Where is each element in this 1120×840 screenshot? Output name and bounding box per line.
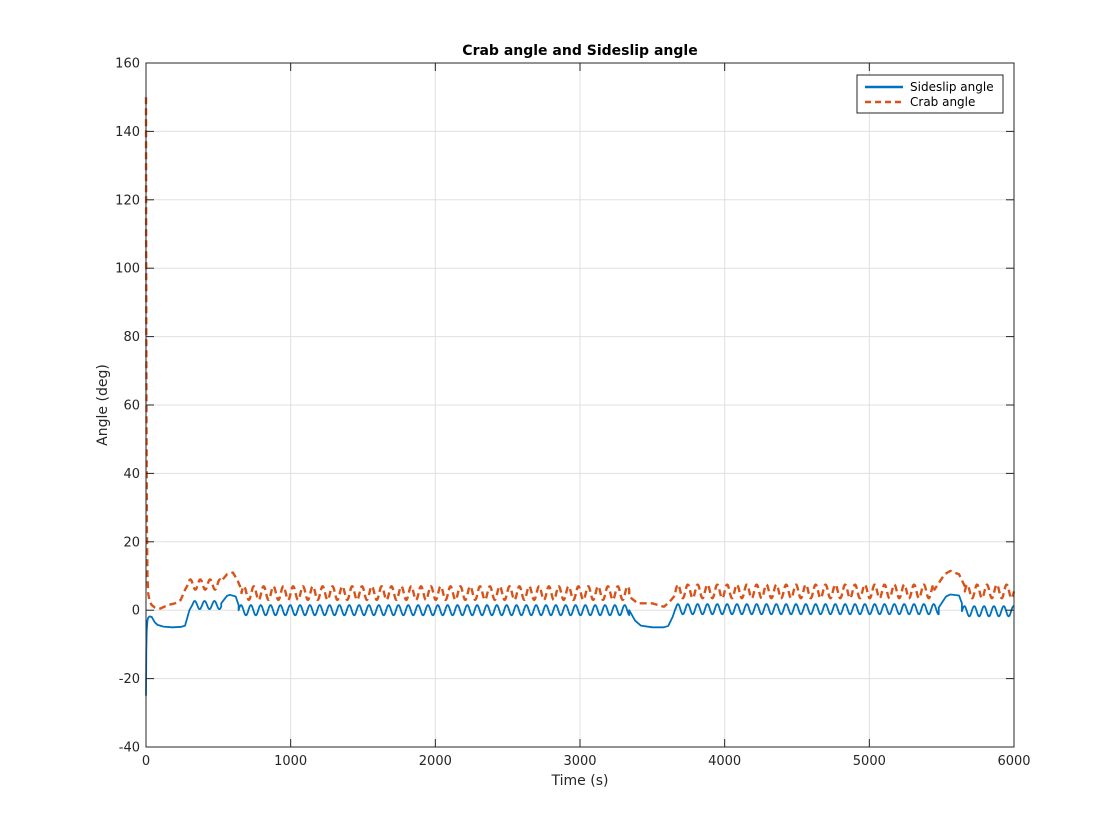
- series-line-crab-angle: [144, 97, 1016, 610]
- x-tick-label: 2000: [419, 754, 452, 769]
- y-tick-label: 40: [123, 467, 140, 482]
- legend-label: Sideslip angle: [910, 80, 994, 94]
- y-tick-label: -20: [119, 672, 140, 687]
- y-tick-label: 0: [132, 604, 140, 619]
- y-tick-label: 100: [115, 262, 140, 277]
- chart-title: Crab angle and Sideslip angle: [462, 43, 697, 59]
- legend-label: Crab angle: [910, 95, 975, 109]
- legend-box: [856, 74, 1004, 114]
- x-tick-label: 6000: [997, 754, 1030, 769]
- y-tick-label: 60: [123, 399, 140, 414]
- grid: [146, 63, 1014, 747]
- series-line-sideslip-angle: [145, 593, 1015, 696]
- x-tick-label: 4000: [708, 754, 741, 769]
- x-tick-label: 0: [142, 754, 150, 769]
- y-tick-label: 80: [123, 330, 140, 345]
- y-tick-label: 160: [115, 57, 140, 72]
- y-tick-label: 120: [115, 193, 140, 208]
- ticks: 0 1000 2000 3000 4000 5000 6000 -40 -20 0 20 40 60 80…: [115, 57, 1030, 770]
- y-axis-title: Angle (deg): [95, 364, 111, 446]
- x-axis-title: Time (s): [551, 773, 609, 789]
- x-tick-label: 5000: [853, 754, 886, 769]
- y-tick-label: -40: [119, 741, 140, 756]
- x-tick-label: 1000: [274, 754, 307, 769]
- y-tick-label: 20: [123, 535, 140, 550]
- x-tick-label: 3000: [563, 754, 596, 769]
- series-layer: [144, 97, 1016, 696]
- y-tick-label: 140: [115, 125, 140, 140]
